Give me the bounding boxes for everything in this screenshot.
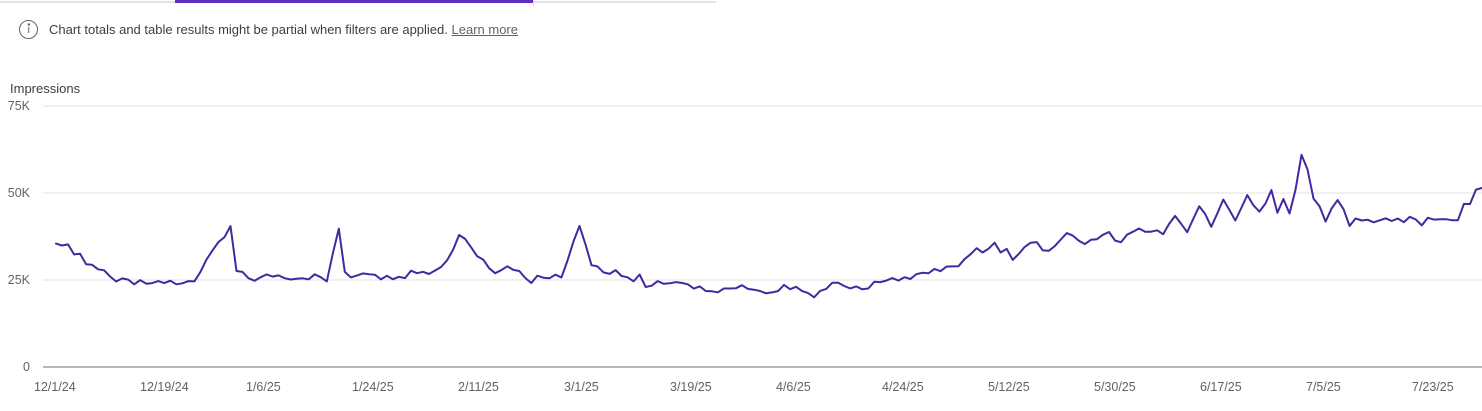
- svg-text:7/5/25: 7/5/25: [1306, 380, 1341, 394]
- svg-text:4/6/25: 4/6/25: [776, 380, 811, 394]
- svg-text:12/19/24: 12/19/24: [140, 380, 189, 394]
- svg-text:1/24/25: 1/24/25: [352, 380, 394, 394]
- svg-text:25K: 25K: [8, 273, 31, 287]
- svg-text:5/12/25: 5/12/25: [988, 380, 1030, 394]
- svg-text:3/19/25: 3/19/25: [670, 380, 712, 394]
- svg-text:0: 0: [23, 360, 30, 374]
- svg-text:5/30/25: 5/30/25: [1094, 380, 1136, 394]
- svg-text:6/17/25: 6/17/25: [1200, 380, 1242, 394]
- svg-text:3/1/25: 3/1/25: [564, 380, 599, 394]
- svg-text:7/23/25: 7/23/25: [1412, 380, 1454, 394]
- svg-text:12/1/24: 12/1/24: [34, 380, 76, 394]
- svg-text:4/24/25: 4/24/25: [882, 380, 924, 394]
- svg-text:50K: 50K: [8, 186, 31, 200]
- svg-text:1/6/25: 1/6/25: [246, 380, 281, 394]
- svg-text:2/11/25: 2/11/25: [458, 380, 499, 394]
- svg-text:75K: 75K: [8, 99, 31, 113]
